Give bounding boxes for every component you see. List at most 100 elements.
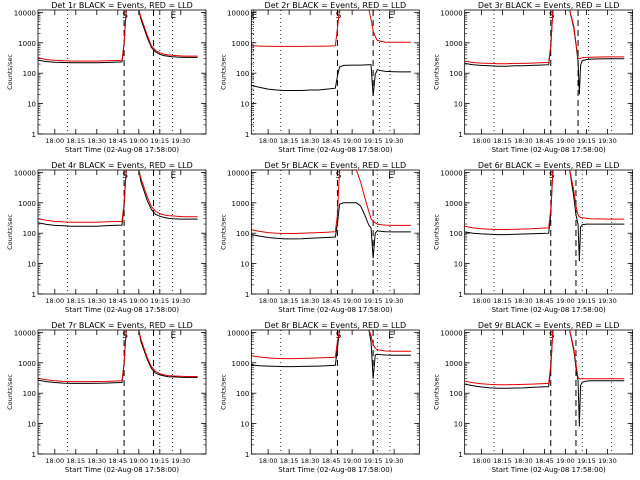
x-axis-label: Start Time (02-Aug-08 17:58:00) [492, 306, 606, 314]
y-tick-label: 1 [458, 131, 462, 139]
lld-series-line [251, 170, 411, 234]
events-series-line [464, 170, 625, 262]
x-tick-label: 19:00 [556, 297, 575, 305]
x-axis-label: Start Time (02-Aug-08 17:58:00) [278, 466, 392, 474]
x-axis-label: Start Time (02-Aug-08 17:58:00) [278, 146, 392, 154]
panel-title: Det 8r BLACK = Events, RED = LLD [265, 321, 407, 330]
y-axis-label: Counts/sec [433, 214, 441, 250]
y-tick-label: 10 [240, 101, 249, 109]
y-axis-label: Counts/sec [219, 374, 227, 410]
y-tick-label: 100 [23, 390, 36, 398]
events-series-line [251, 330, 411, 379]
panel-title: Det 7r BLACK = Events, RED = LLD [51, 321, 193, 330]
panel-title: Det 3r BLACK = Events, RED = LLD [478, 1, 620, 10]
panel-title: Det 1r BLACK = Events, RED = LLD [51, 1, 193, 10]
x-axis-label: Start Time (02-Aug-08 17:58:00) [65, 466, 179, 474]
y-axis-label: Counts/sec [6, 214, 14, 250]
event-marker-label: S [549, 11, 555, 21]
x-tick-label: 18:00 [472, 457, 491, 465]
events-series-line [251, 64, 411, 96]
plot-frame [37, 169, 207, 295]
y-tick-label: 100 [449, 390, 462, 398]
lld-series-line [464, 170, 625, 230]
y-tick-label: 10000 [14, 329, 36, 337]
x-tick-label: 18:45 [535, 297, 554, 305]
y-tick-label: 1 [32, 291, 36, 299]
x-tick-label: 18:45 [108, 457, 127, 465]
x-tick-label: 18:00 [259, 297, 278, 305]
y-tick-label: 1000 [18, 200, 36, 208]
x-tick-label: 18:30 [514, 137, 533, 145]
lld-series-line [38, 330, 198, 383]
y-tick-label: 100 [23, 70, 36, 78]
x-tick-label: 18:00 [45, 457, 64, 465]
y-axis-label: Counts/sec [219, 54, 227, 90]
event-marker-label: S [122, 171, 128, 181]
y-tick-label: 1 [245, 291, 249, 299]
event-marker-label: E [171, 11, 177, 21]
panel-title: Det 4r BLACK = Events, RED = LLD [51, 161, 193, 170]
plot-frame [464, 169, 634, 295]
y-tick-label: 1 [245, 451, 249, 459]
x-tick-label: 19:30 [171, 457, 190, 465]
plot-frame [250, 329, 420, 455]
y-tick-label: 10000 [227, 9, 249, 17]
plot-frame [37, 329, 207, 455]
x-tick-label: 18:00 [472, 297, 491, 305]
y-axis-label: Counts/sec [6, 54, 14, 90]
x-tick-label: 18:15 [66, 137, 85, 145]
x-tick-label: 18:00 [259, 457, 278, 465]
y-tick-label: 10000 [440, 9, 462, 17]
x-tick-label: 19:00 [129, 297, 148, 305]
x-tick-label: 19:30 [171, 297, 190, 305]
x-tick-label: 18:15 [280, 457, 299, 465]
x-tick-label: 19:15 [577, 457, 596, 465]
y-axis-label: Counts/sec [433, 374, 441, 410]
x-tick-label: 19:15 [150, 297, 169, 305]
y-tick-label: 100 [23, 230, 36, 238]
plot-frame [250, 169, 420, 295]
x-tick-label: 18:45 [108, 137, 127, 145]
x-tick-label: 18:30 [301, 137, 320, 145]
event-marker-label: S [549, 331, 555, 341]
y-tick-label: 1000 [445, 360, 463, 368]
x-tick-label: 18:30 [87, 297, 106, 305]
x-tick-label: 19:30 [598, 297, 617, 305]
y-tick-label: 1 [32, 451, 36, 459]
plot-frame [250, 9, 420, 135]
events-series-line [251, 202, 411, 259]
x-tick-label: 19:15 [150, 137, 169, 145]
y-tick-label: 10 [27, 261, 36, 269]
event-marker-label: E [388, 11, 394, 21]
events-series-line [464, 330, 625, 427]
y-tick-label: 10 [454, 261, 463, 269]
panel-title: Det 6r BLACK = Events, RED = LLD [478, 161, 620, 170]
y-tick-label: 1000 [18, 40, 36, 48]
x-tick-label: 18:00 [472, 137, 491, 145]
x-tick-label: 19:00 [129, 457, 148, 465]
event-marker-label: E [171, 331, 177, 341]
y-tick-label: 100 [236, 230, 249, 238]
y-tick-label: 1000 [445, 40, 463, 48]
x-tick-label: 18:30 [514, 297, 533, 305]
y-tick-label: 10 [27, 421, 36, 429]
y-tick-label: 1 [245, 131, 249, 139]
x-tick-label: 18:45 [108, 297, 127, 305]
lld-series-line [38, 10, 198, 62]
x-tick-label: 19:15 [577, 297, 596, 305]
x-tick-label: 18:15 [66, 297, 85, 305]
x-tick-label: 19:00 [129, 137, 148, 145]
y-tick-label: 10 [240, 261, 249, 269]
y-tick-label: 10000 [440, 169, 462, 177]
x-tick-label: 19:15 [364, 297, 383, 305]
y-tick-label: 10000 [14, 169, 36, 177]
event-marker-label: S [122, 331, 128, 341]
y-tick-label: 100 [449, 70, 462, 78]
x-tick-label: 18:45 [322, 297, 341, 305]
x-tick-label: 19:30 [598, 137, 617, 145]
y-tick-label: 1 [458, 451, 462, 459]
